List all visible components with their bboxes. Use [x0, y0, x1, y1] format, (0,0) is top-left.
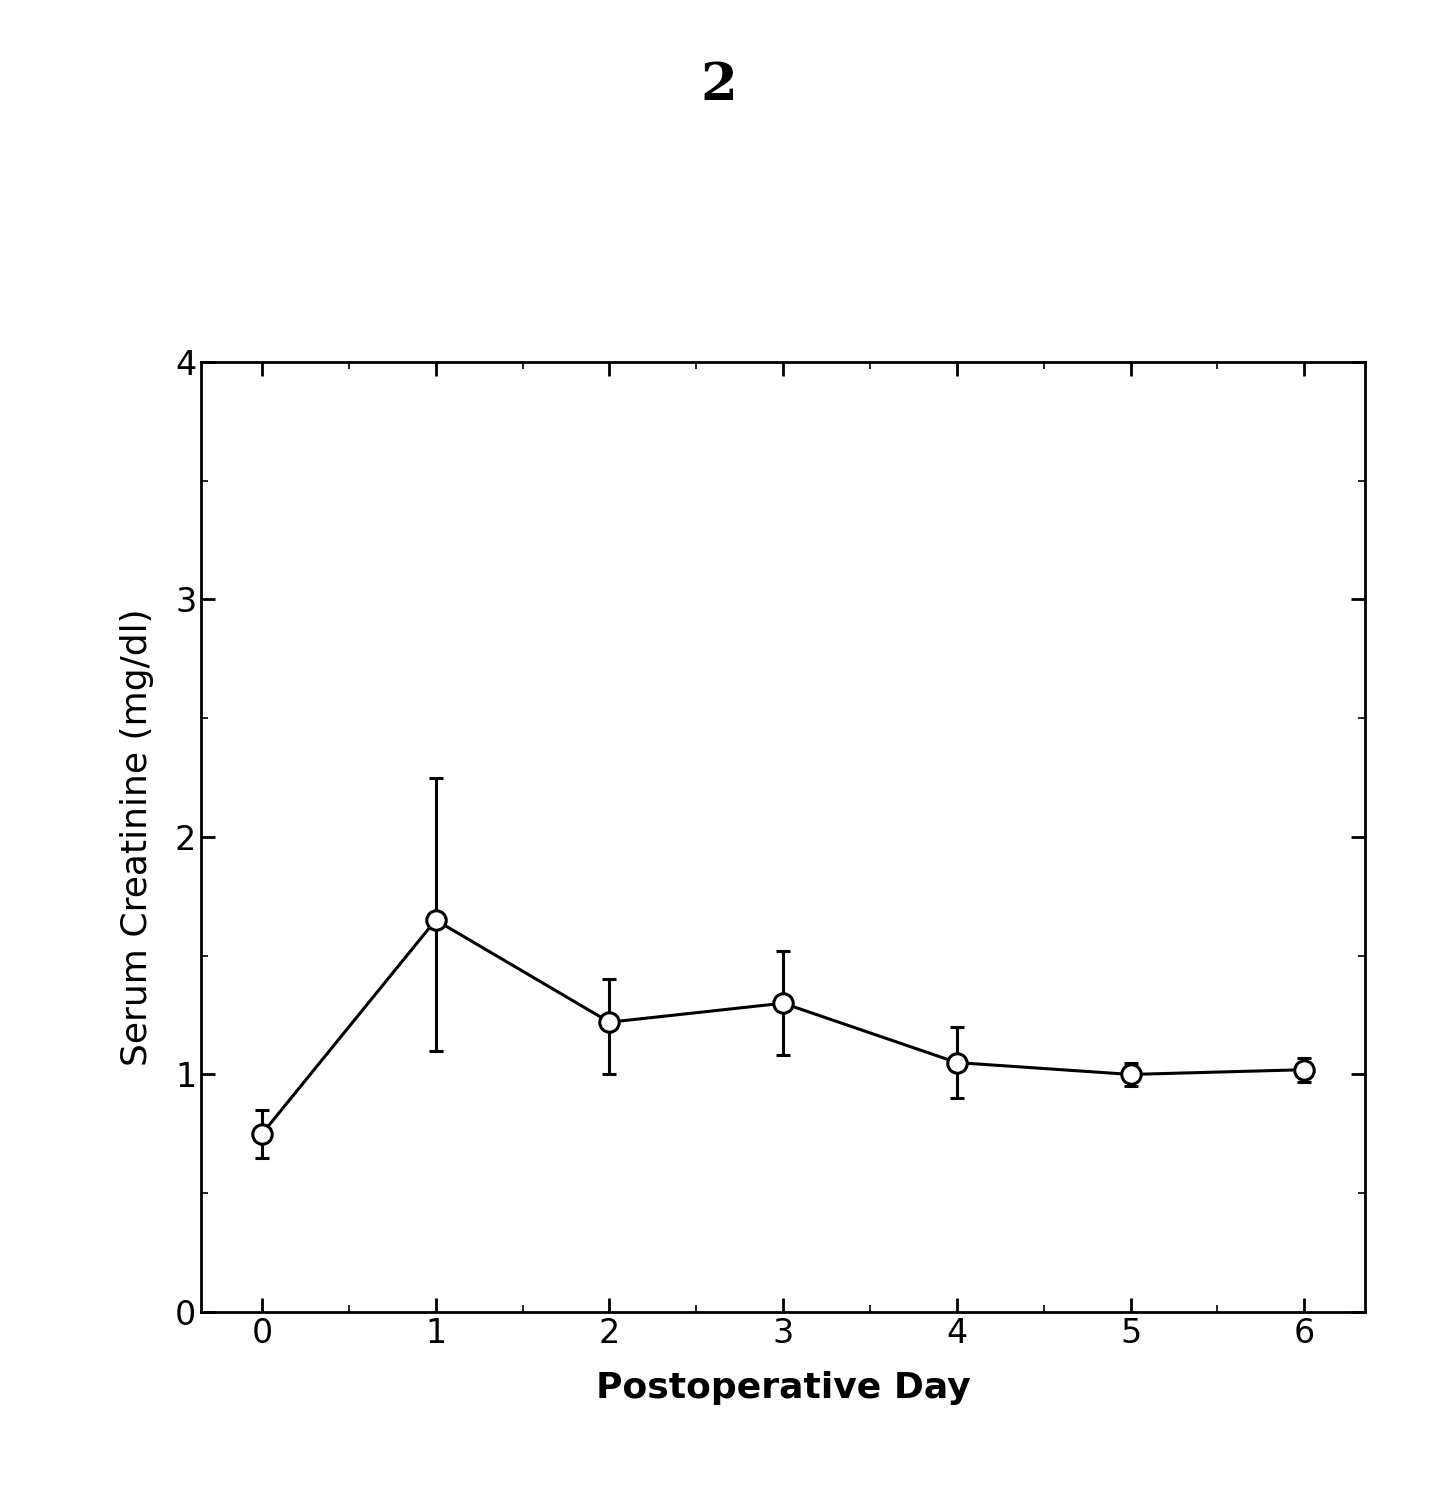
Text: 2: 2 [700, 60, 737, 112]
X-axis label: Postoperative Day: Postoperative Day [596, 1371, 970, 1404]
Y-axis label: Serum Creatinine (mg/dl): Serum Creatinine (mg/dl) [121, 608, 154, 1066]
